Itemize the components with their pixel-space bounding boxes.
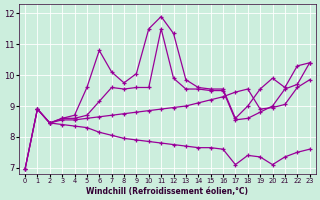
X-axis label: Windchill (Refroidissement éolien,°C): Windchill (Refroidissement éolien,°C) bbox=[86, 187, 248, 196]
